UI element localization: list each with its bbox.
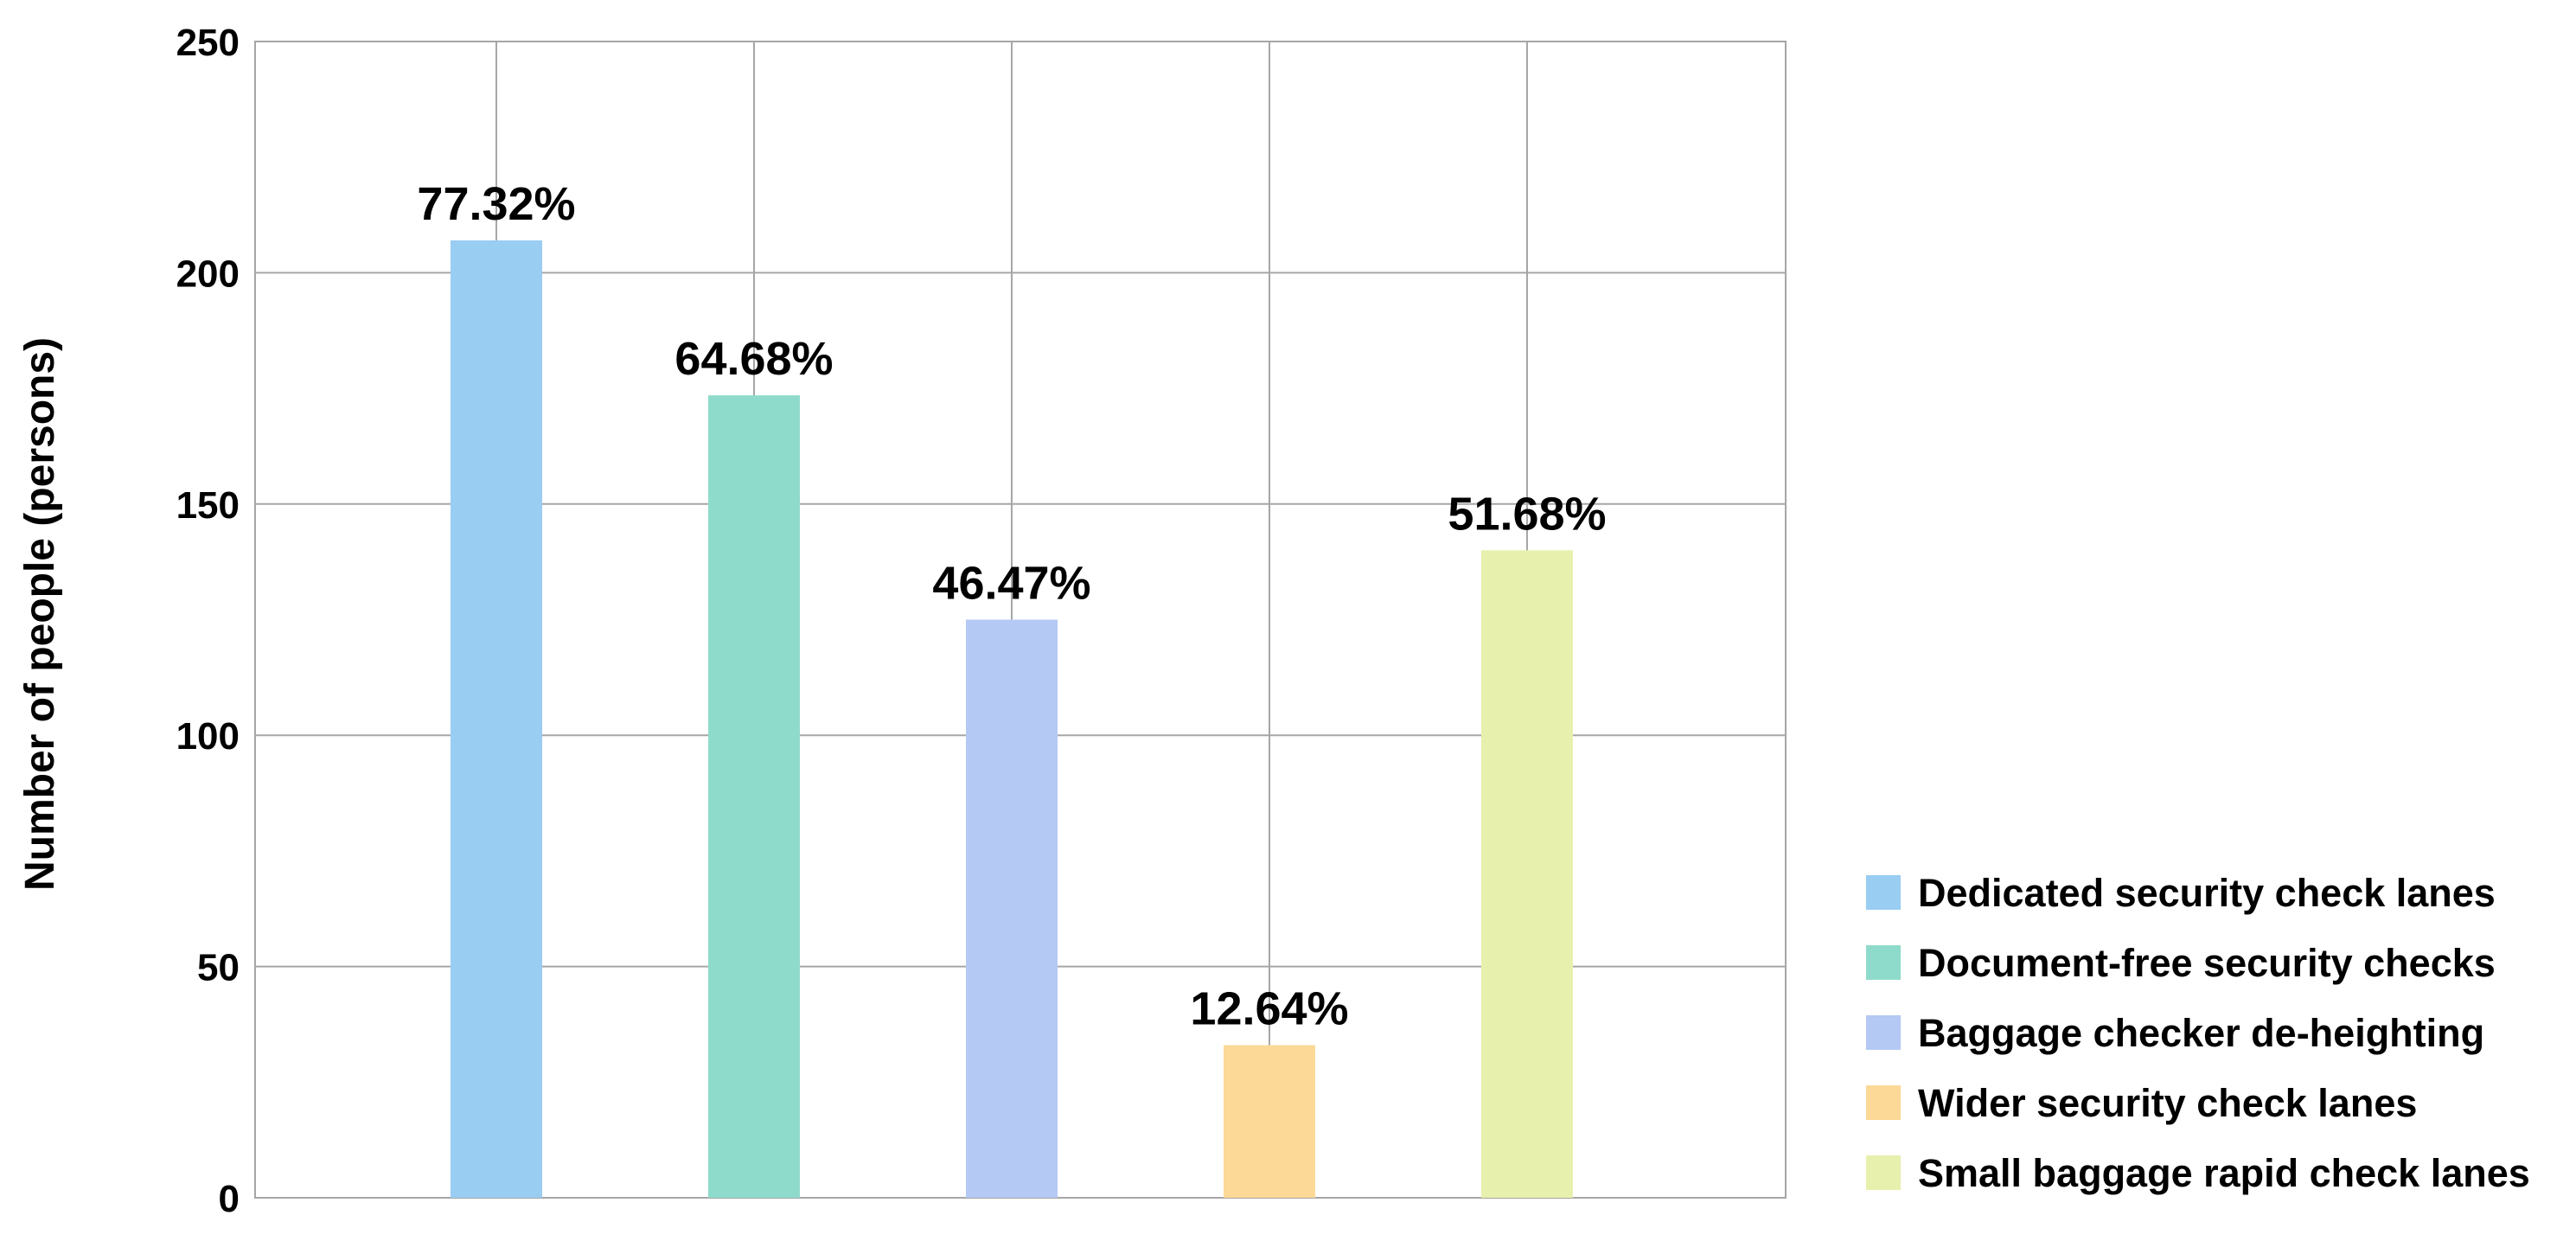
legend-swatch [1866, 1155, 1901, 1190]
legend-swatch [1866, 875, 1901, 910]
legend-swatch [1866, 1085, 1901, 1120]
legend-label: Baggage checker de-heighting [1918, 1011, 2484, 1055]
data-label: 12.64% [1190, 983, 1348, 1035]
data-label: 64.68% [674, 333, 833, 385]
y-tick-label: 0 [219, 1178, 240, 1220]
legend-swatch [1866, 945, 1901, 980]
y-tick-label: 100 [176, 715, 240, 758]
legend-label: Document-free security checks [1918, 941, 2496, 985]
legend: Dedicated security check lanes Document-f… [1866, 871, 2530, 1195]
y-tick-label: 150 [176, 484, 240, 527]
y-tick-label: 250 [176, 22, 240, 64]
data-label: 46.47% [932, 558, 1090, 610]
data-label: 51.68% [1448, 488, 1606, 540]
y-axis-title: Number of people (persons) [17, 337, 63, 891]
legend-label: Wider security check lanes [1918, 1081, 2417, 1125]
data-label: 77.32% [417, 178, 575, 230]
legend-swatch [1866, 1015, 1901, 1050]
data-labels: 77.32% 64.68% 46.47% 12.64% 51.68% [417, 178, 1606, 1035]
legend-label: Dedicated security check lanes [1918, 871, 2496, 915]
y-axis-ticks: 0 50 100 150 200 250 [176, 22, 240, 1220]
bar [1481, 550, 1573, 1198]
legend-label: Small baggage rapid check lanes [1918, 1151, 2530, 1195]
y-tick-label: 50 [197, 947, 240, 989]
bar [966, 619, 1058, 1198]
bar [1224, 1045, 1315, 1198]
y-tick-label: 200 [176, 253, 240, 295]
bars [451, 240, 1573, 1198]
bar [451, 240, 542, 1198]
bar [708, 395, 800, 1198]
